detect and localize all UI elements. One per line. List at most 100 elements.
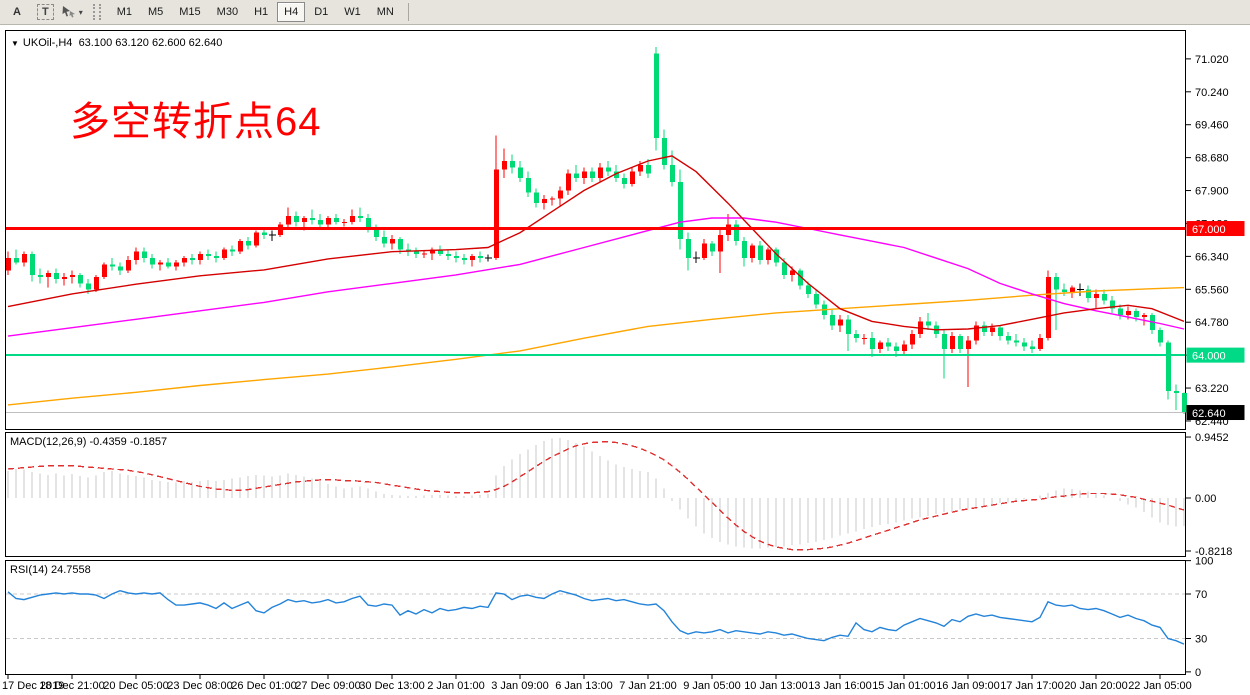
candle-body — [102, 264, 107, 278]
candle-body — [294, 215, 299, 223]
time-tick-label[interactable]: 27 Dec 09:00 — [295, 680, 360, 692]
candle-body — [118, 266, 123, 271]
candle-body — [1182, 393, 1187, 413]
arrow-tool-button[interactable]: A — [13, 6, 21, 18]
timeframe-button-d1[interactable]: D1 — [314, 6, 329, 18]
time-tick-label[interactable]: 16 Jan 09:00 — [936, 680, 1000, 692]
time-tick-label[interactable]: 2 Jan 01:00 — [427, 680, 485, 692]
time-tick-label[interactable]: 7 Jan 21:00 — [619, 680, 677, 692]
candle-body — [854, 334, 859, 339]
rsi-tick-label: 0 — [1195, 667, 1201, 679]
candle-body — [318, 220, 323, 225]
candle-body — [1134, 310, 1139, 318]
candle-body — [566, 173, 571, 191]
ma-fast-red-line — [7, 155, 1185, 331]
candle-body — [174, 262, 179, 267]
candle-body — [334, 217, 339, 223]
symbol-dropdown-icon[interactable]: ▼ — [11, 39, 19, 48]
candle-body — [238, 241, 243, 252]
macd-tick-label: 0.9452 — [1195, 432, 1229, 444]
time-tick-label[interactable]: 20 Jan 20:00 — [1064, 680, 1128, 692]
timeframe-button-w1[interactable]: W1 — [344, 6, 361, 18]
candle-body — [614, 171, 619, 178]
chevron-down-icon[interactable]: ▾ — [78, 7, 83, 17]
candle-body — [966, 340, 971, 349]
candle-body — [478, 255, 483, 259]
time-tick-label[interactable]: 6 Jan 13:00 — [555, 680, 613, 692]
candle-body — [422, 253, 427, 255]
candle-body — [86, 283, 91, 290]
time-tick-label[interactable]: 20 Dec 05:00 — [103, 680, 168, 692]
current-price-tag-text: 62.640 — [1192, 408, 1226, 420]
toolbar-drag-handle[interactable] — [92, 4, 101, 20]
time-tick-label[interactable]: 23 Dec 08:00 — [167, 680, 232, 692]
candle-body — [286, 215, 291, 225]
candle-body — [1006, 336, 1011, 341]
candle-body — [462, 258, 467, 261]
timeframe-button-mn[interactable]: MN — [376, 6, 394, 18]
candle-body — [198, 253, 203, 261]
timeframe-button-m15[interactable]: M15 — [179, 6, 201, 18]
candle-body — [526, 177, 531, 193]
candle-body — [886, 342, 891, 347]
price-tick-label: 68.680 — [1195, 153, 1229, 165]
candle-body — [38, 274, 43, 278]
price-tick-label: 70.240 — [1195, 87, 1229, 99]
time-tick-label[interactable]: 18 Dec 21:00 — [39, 680, 104, 692]
time-tick-label[interactable]: 9 Jan 05:00 — [683, 680, 741, 692]
time-tick-label[interactable]: 17 Jan 17:00 — [1000, 680, 1064, 692]
time-tick-label[interactable]: 3 Jan 09:00 — [491, 680, 549, 692]
time-tick-label[interactable]: 22 Jan 05:00 — [1128, 680, 1192, 692]
macd-panel[interactable] — [5, 432, 1186, 557]
timeframe-button-m1[interactable]: M1 — [116, 6, 132, 18]
shapes-tool-button[interactable]: ▾ — [61, 5, 83, 19]
candle-body — [54, 272, 59, 280]
candle-body — [782, 262, 787, 275]
candle-body — [742, 241, 747, 259]
candle-body — [630, 171, 635, 185]
time-tick-label[interactable]: 13 Jan 16:00 — [808, 680, 872, 692]
timeframe-button-m5[interactable]: M5 — [147, 6, 164, 18]
rsi-panel[interactable] — [5, 560, 1186, 675]
rsi-line — [7, 589, 1185, 645]
candle-body — [1014, 340, 1019, 343]
rsi-tick-label: 100 — [1195, 556, 1213, 568]
timeframe-button-m30[interactable]: M30 — [216, 6, 239, 18]
candle-body — [366, 217, 371, 229]
candle-body — [446, 253, 451, 256]
timeframe-button-h4[interactable]: H4 — [277, 2, 306, 22]
candle-body — [142, 251, 147, 259]
candle-body — [166, 262, 171, 267]
timeframe-button-h1[interactable]: H1 — [254, 6, 269, 18]
candle-body — [158, 262, 163, 265]
rsi-tick-label: 70 — [1195, 589, 1207, 601]
current-price-tag — [1186, 405, 1245, 421]
toolbar-separator — [407, 3, 409, 21]
candle-body — [126, 260, 131, 271]
candle-body — [1094, 293, 1099, 299]
candle-body — [1038, 338, 1043, 349]
candle-body — [1142, 315, 1147, 318]
candle-body — [814, 293, 819, 305]
time-tick-label[interactable]: 15 Jan 01:00 — [872, 680, 936, 692]
time-tick-label[interactable]: 10 Jan 13:00 — [744, 680, 808, 692]
candle-body — [510, 161, 515, 168]
hline-price-tag — [1186, 347, 1245, 363]
candle-body — [182, 258, 187, 263]
text-tool-button[interactable]: T — [36, 4, 54, 20]
candle-body — [678, 182, 683, 240]
candle-body — [702, 243, 707, 259]
rsi-label: RSI(14) — [10, 564, 48, 576]
candle-body — [1062, 289, 1067, 292]
time-tick-label[interactable]: 17 Dec 2019 — [2, 680, 64, 692]
timeframe-buttons: M1 M5 M15 M30 H1 H4 D1 W1 MN — [109, 2, 402, 22]
ma-slow-orange-line — [7, 286, 1185, 406]
time-tick-label[interactable]: 30 Dec 13:00 — [359, 680, 424, 692]
time-tick-label[interactable]: 26 Dec 01:00 — [231, 680, 296, 692]
rsi-value: 24.7558 — [50, 564, 91, 576]
text-annotation[interactable]: 多空转折点64 — [70, 100, 322, 144]
candle-body — [310, 217, 315, 221]
price-axis[interactable]: 71.02070.24069.46068.68067.90067.12066.3… — [1186, 54, 1245, 679]
candle-body — [670, 165, 675, 183]
